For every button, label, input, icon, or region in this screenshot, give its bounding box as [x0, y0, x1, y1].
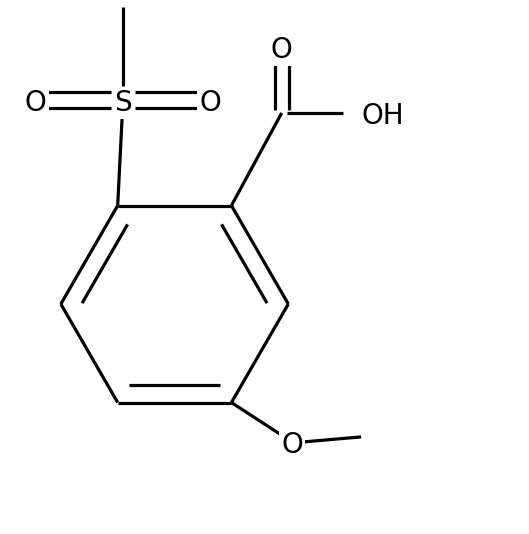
Text: OH: OH [362, 102, 404, 130]
Text: O: O [25, 89, 47, 117]
Text: S: S [114, 89, 132, 117]
Text: O: O [281, 431, 303, 459]
Text: O: O [271, 36, 293, 64]
Text: O: O [199, 89, 221, 117]
